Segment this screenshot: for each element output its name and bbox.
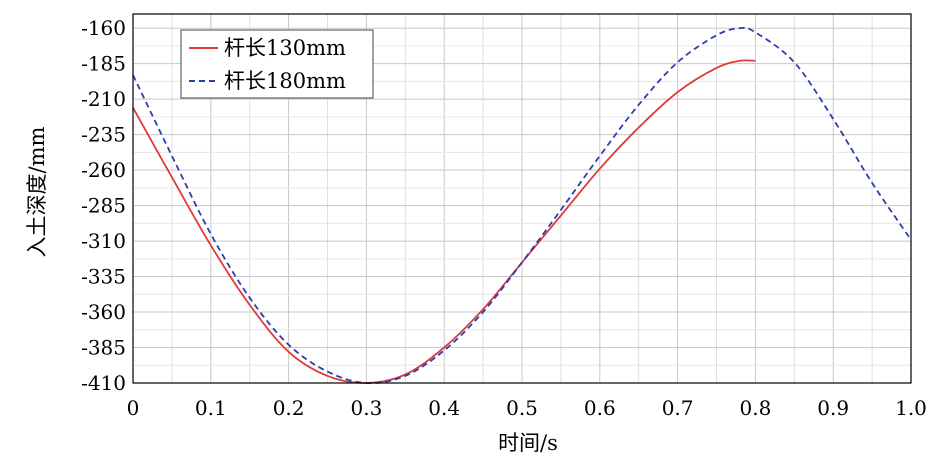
- y-tick-label: -360: [81, 300, 126, 324]
- series-lines: [132, 26, 912, 385]
- y-tick-label: -335: [81, 265, 126, 289]
- y-tick-label: -210: [81, 87, 126, 111]
- x-axis-title: 时间/s: [498, 431, 558, 455]
- y-tick-label: -160: [81, 16, 126, 40]
- plot-frame: [132, 13, 912, 384]
- y-tick-label: -235: [81, 123, 126, 147]
- legend-label-series-1: 杆长130mm: [224, 36, 346, 60]
- x-tick-label: 0.9: [817, 396, 849, 420]
- x-tick-label: 0.8: [739, 396, 771, 420]
- legend: 杆长130mm 杆长180mm: [180, 29, 374, 99]
- legend-box: [180, 29, 374, 99]
- y-tick-label: -260: [81, 158, 126, 182]
- y-tick-label: -385: [81, 336, 126, 360]
- x-tick-label: 0.2: [273, 396, 305, 420]
- x-tick-label: 0.6: [584, 396, 616, 420]
- y-tick-label: -310: [81, 229, 126, 253]
- y-tick-label: -185: [81, 52, 126, 76]
- x-tick-label: 0: [127, 396, 140, 420]
- x-tick-label: 0.7: [662, 396, 694, 420]
- legend-label-series-2: 杆长180mm: [224, 69, 346, 93]
- y-axis-title: 入土深度/mm: [25, 126, 49, 257]
- y-tick-label: -410: [81, 371, 126, 395]
- x-tick-label: 0.5: [506, 396, 538, 420]
- x-tick-label: 1.0: [895, 396, 927, 420]
- y-tick-label: -285: [81, 194, 126, 218]
- x-tick-label: 0.1: [195, 396, 227, 420]
- x-tick-label: 0.3: [350, 396, 382, 420]
- tick-labels: 0 0.1 0.2 0.3 0.4 0.5 0.6 0.7 0.8 0.9 1.0 -160 -185 -…: [81, 16, 927, 420]
- series-line-1: [132, 59, 756, 384]
- x-tick-label: 0.4: [428, 396, 460, 420]
